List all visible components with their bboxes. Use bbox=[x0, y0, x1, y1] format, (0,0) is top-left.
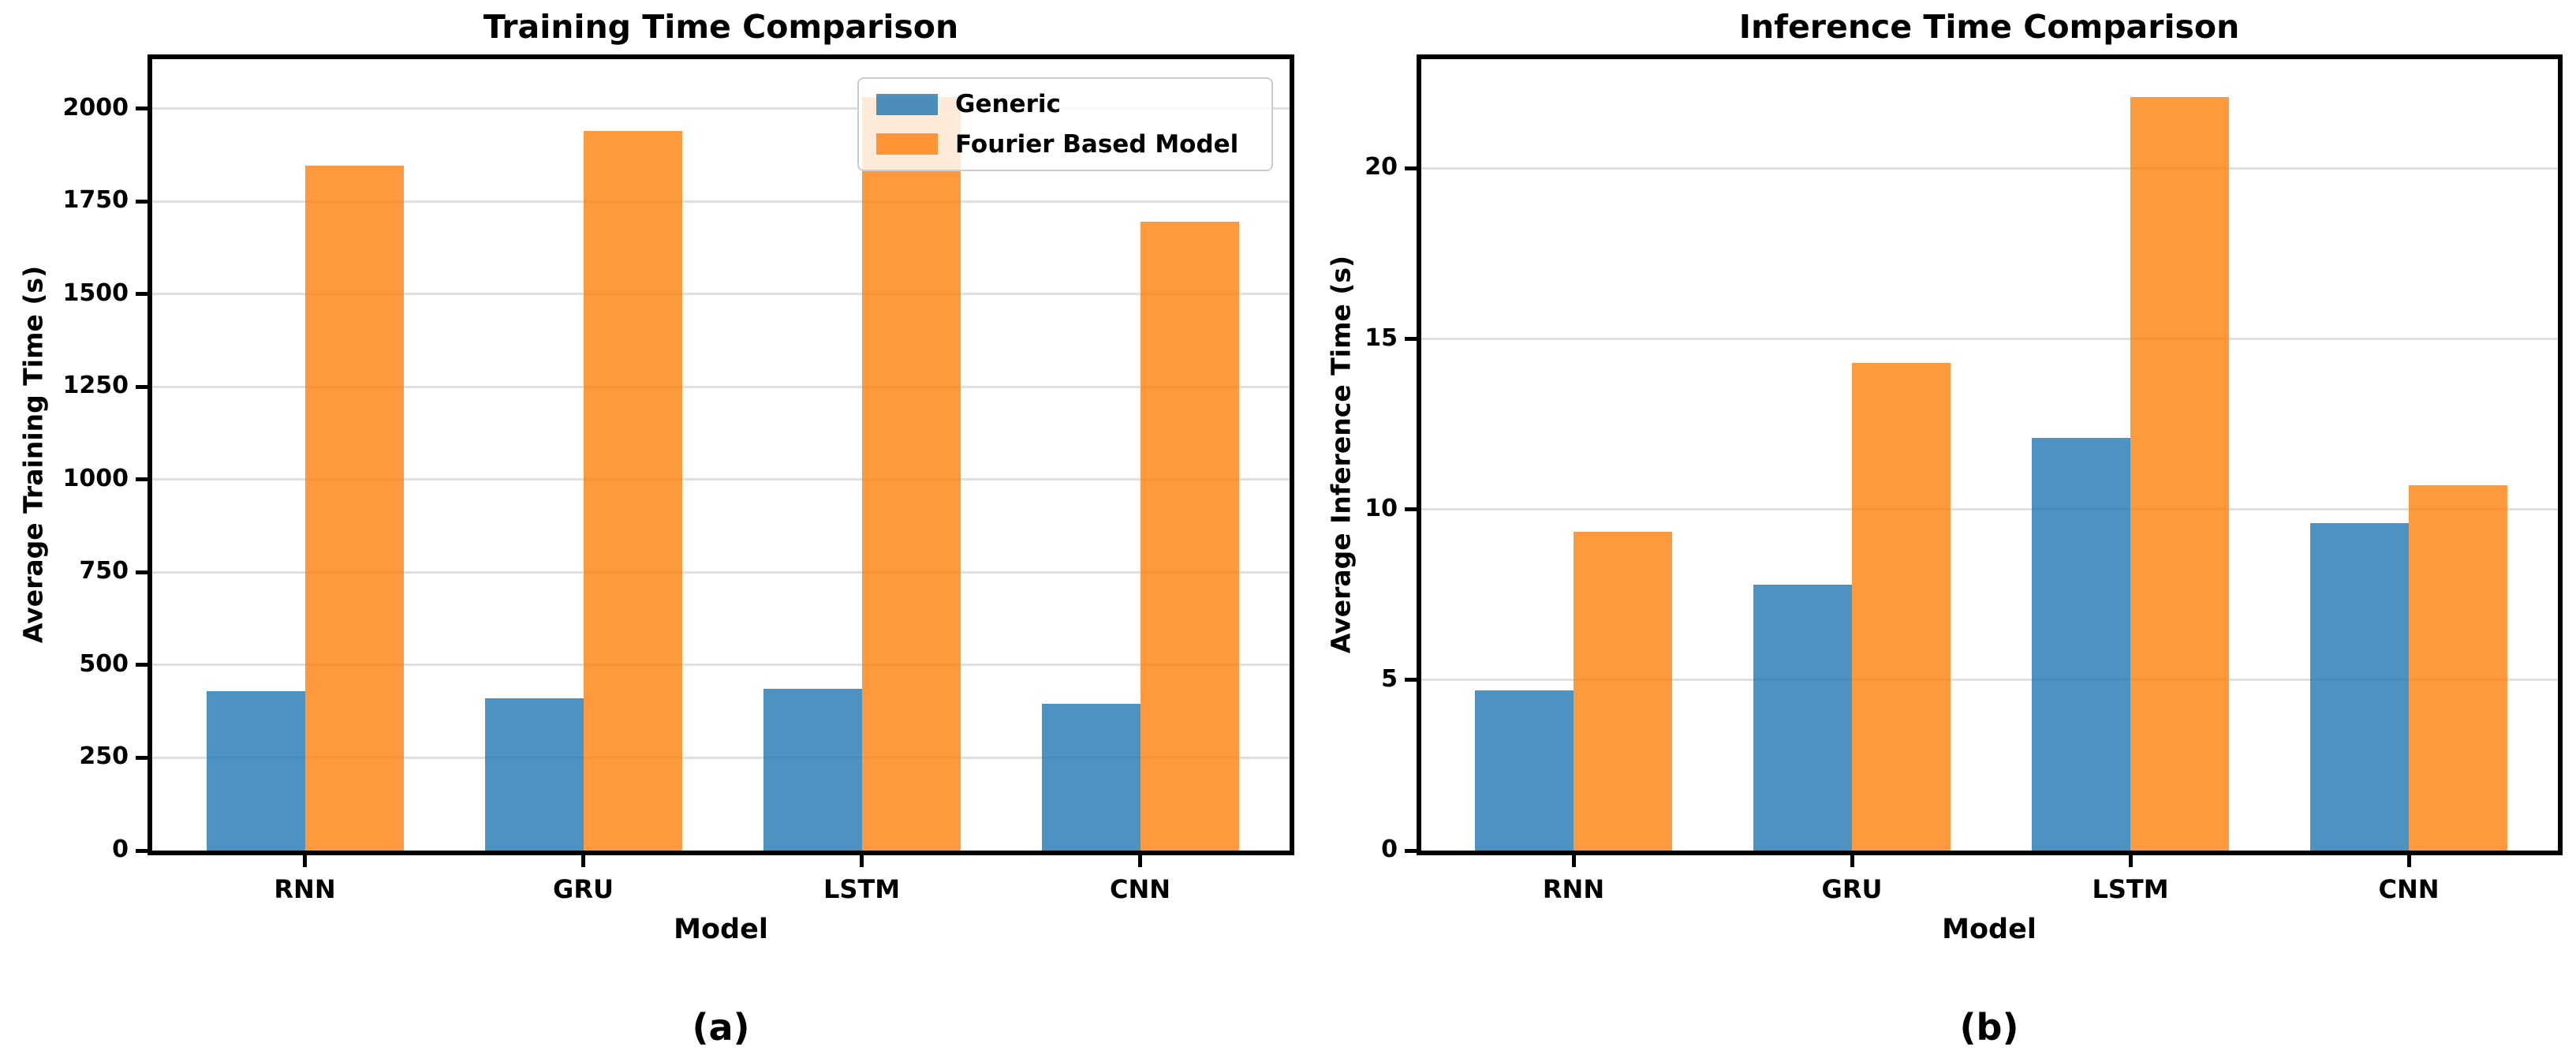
left-y-axis-label: Average Training Time (s) bbox=[17, 265, 49, 644]
bar-generic-cnn bbox=[1041, 703, 1141, 851]
y-tick-mark bbox=[136, 384, 147, 389]
y-tick-mark bbox=[136, 848, 147, 853]
y-tick-label: 1500 bbox=[62, 279, 129, 307]
bar-fourier-based-model-cnn bbox=[2409, 485, 2507, 851]
y-tick-mark bbox=[1405, 848, 1417, 853]
right-y-axis-label: Average Inference Time (s) bbox=[1325, 255, 1357, 654]
gridline-y250 bbox=[152, 756, 1290, 759]
legend: Generic Fourier Based Model bbox=[857, 77, 1273, 171]
y-tick-label: 20 bbox=[1365, 153, 1398, 181]
y-tick-label: 250 bbox=[79, 742, 129, 771]
legend-label-generic: Generic bbox=[955, 90, 1061, 119]
y-tick-mark bbox=[1405, 166, 1417, 170]
y-tick-mark bbox=[136, 199, 147, 204]
y-tick-label: 1000 bbox=[62, 464, 129, 492]
bar-fourier-based-model-lstm bbox=[2130, 96, 2229, 851]
y-tick-mark bbox=[1405, 337, 1417, 341]
y-tick-label: 15 bbox=[1365, 323, 1398, 352]
y-tick-label: 5 bbox=[1381, 664, 1398, 693]
y-tick-label: 1750 bbox=[62, 186, 129, 215]
gridline-y15 bbox=[1421, 338, 2558, 340]
gridline-y500 bbox=[152, 664, 1290, 667]
left-chart-title: Training Time Comparison bbox=[483, 8, 959, 46]
y-tick-label: 10 bbox=[1365, 494, 1398, 522]
y-tick-mark bbox=[136, 755, 147, 760]
y-tick-label: 0 bbox=[112, 836, 129, 863]
x-tick-mark bbox=[860, 855, 864, 867]
right-chart-title: Inference Time Comparison bbox=[1738, 8, 2240, 46]
left-caption: (a) bbox=[692, 1006, 750, 1049]
y-tick-mark bbox=[136, 663, 147, 667]
x-tick-label-lstm: LSTM bbox=[823, 874, 901, 904]
legend-swatch-fourier-icon bbox=[876, 133, 938, 155]
y-tick-mark bbox=[1405, 507, 1417, 512]
bar-fourier-based-model-gru bbox=[1852, 362, 1951, 851]
bar-generic-rnn bbox=[206, 690, 305, 851]
gridline-y1500 bbox=[152, 293, 1290, 296]
bar-fourier-based-model-rnn bbox=[304, 166, 404, 851]
gridline-y750 bbox=[152, 570, 1290, 574]
left-x-axis-label: Model bbox=[674, 914, 768, 945]
legend-label-fourier: Fourier Based Model bbox=[955, 129, 1239, 159]
x-tick-mark bbox=[303, 855, 307, 867]
x-tick-label-cnn: CNN bbox=[2378, 874, 2440, 904]
bar-fourier-based-model-gru bbox=[583, 130, 682, 851]
gridline-y10 bbox=[1421, 508, 2558, 511]
bar-generic-lstm bbox=[763, 688, 862, 851]
y-tick-mark bbox=[136, 107, 147, 111]
y-tick-label: 2000 bbox=[62, 93, 129, 122]
y-tick-mark bbox=[136, 570, 147, 574]
legend-swatch-generic-icon bbox=[876, 93, 938, 115]
bar-fourier-based-model-rnn bbox=[1574, 531, 1672, 851]
x-tick-mark bbox=[581, 855, 585, 867]
y-tick-label: 0 bbox=[1381, 836, 1398, 863]
gridline-y5 bbox=[1421, 679, 2558, 682]
x-tick-mark bbox=[1138, 855, 1142, 867]
x-tick-mark bbox=[1850, 855, 1854, 867]
x-tick-label-lstm: LSTM bbox=[2092, 874, 2169, 904]
gridline-y1750 bbox=[152, 200, 1290, 203]
y-tick-mark bbox=[136, 292, 147, 297]
right-caption: (b) bbox=[1959, 1006, 2019, 1049]
x-tick-label-rnn: RNN bbox=[1542, 874, 1605, 904]
bar-generic-lstm bbox=[2032, 437, 2130, 851]
legend-row-generic: Generic bbox=[876, 90, 1271, 118]
gridline-y2000 bbox=[152, 107, 1290, 110]
y-tick-mark bbox=[136, 477, 147, 482]
y-tick-label: 1250 bbox=[62, 372, 129, 400]
bar-generic-gru bbox=[1753, 584, 1852, 851]
x-tick-label-gru: GRU bbox=[1821, 874, 1883, 904]
y-tick-mark bbox=[1405, 678, 1417, 682]
bar-generic-cnn bbox=[2310, 522, 2409, 851]
x-tick-mark bbox=[2406, 855, 2411, 867]
legend-row-fourier: Fourier Based Model bbox=[876, 130, 1271, 159]
x-tick-label-rnn: RNN bbox=[274, 874, 336, 904]
x-tick-label-gru: GRU bbox=[553, 874, 614, 904]
gridline-y1250 bbox=[152, 385, 1290, 388]
x-tick-mark bbox=[1571, 855, 1576, 867]
bar-fourier-based-model-lstm bbox=[861, 97, 961, 851]
y-tick-label: 750 bbox=[79, 557, 129, 585]
gridline-y20 bbox=[1421, 166, 2558, 170]
bar-fourier-based-model-cnn bbox=[1140, 221, 1239, 851]
bar-generic-rnn bbox=[1475, 690, 1574, 851]
y-tick-label: 500 bbox=[79, 649, 129, 678]
gridline-y1000 bbox=[152, 478, 1290, 481]
bar-generic-gru bbox=[484, 698, 584, 851]
x-tick-mark bbox=[2128, 855, 2133, 867]
right-x-axis-label: Model bbox=[1942, 914, 2037, 945]
x-tick-label-cnn: CNN bbox=[1109, 874, 1171, 904]
